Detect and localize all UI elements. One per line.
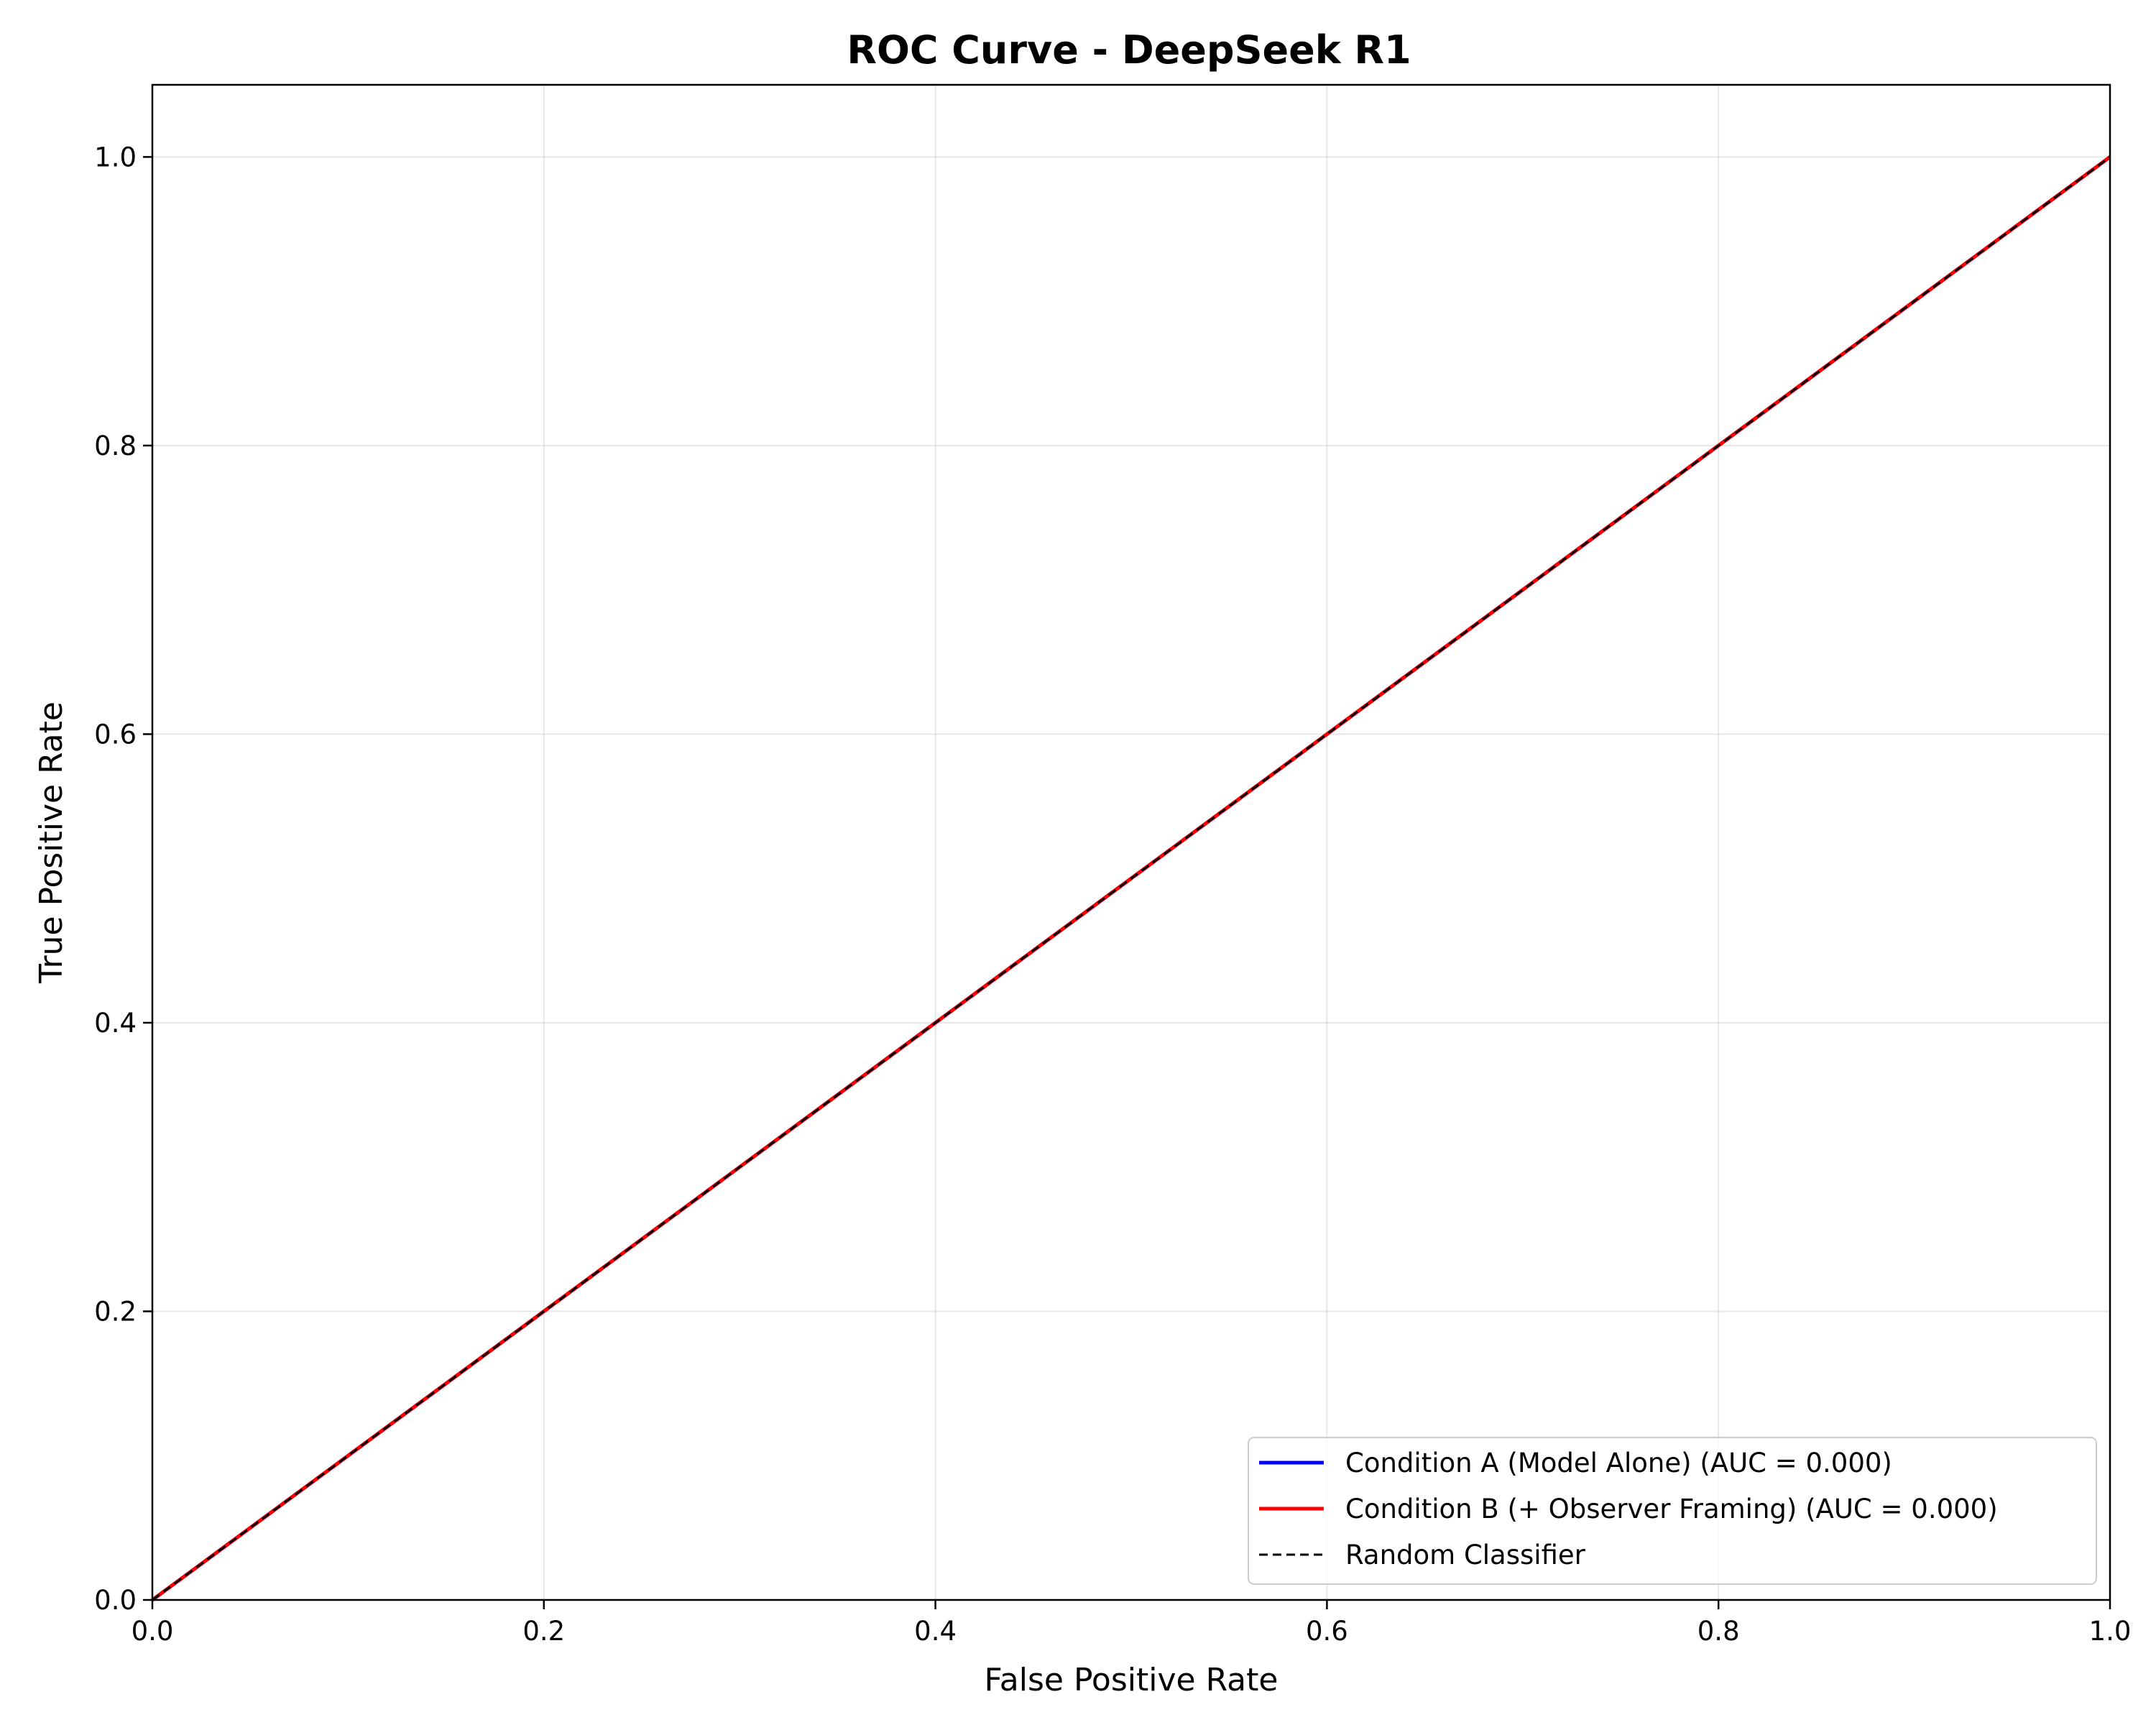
grid-layer (152, 85, 2111, 1601)
y-axis-label: True Positive Rate (33, 702, 70, 984)
y-tick-label: 0.4 (94, 1008, 137, 1039)
legend-items: Condition A (Model Alone) (AUC = 0.000) C… (1259, 1448, 1998, 1570)
chart-title: ROC Curve - DeepSeek R1 (847, 27, 1411, 73)
series-layer (151, 155, 2111, 1602)
x-tick-label: 0.2 (522, 1616, 565, 1647)
legend-label-2: Random Classifier (1345, 1540, 1586, 1570)
legend-box (1248, 1437, 2097, 1585)
plot-frame (151, 83, 2111, 1601)
x-tick-label: 1.0 (2089, 1616, 2132, 1647)
x-tick-label: 0.6 (1306, 1616, 1348, 1647)
legend-label-0: Condition A (Model Alone) (AUC = 0.000) (1345, 1448, 1892, 1478)
x-axis-label: False Positive Rate (985, 1662, 1279, 1698)
y-tick-label: 0.2 (94, 1296, 137, 1327)
tick-layer: 0.0 0.2 0.4 0.6 0.8 1.0 0.0 0.2 0.4 0.6 0.8 1.0 (94, 142, 2131, 1647)
series-line-2 (152, 156, 2111, 1601)
x-tick-label: 0.4 (914, 1616, 957, 1647)
x-tick-label: 0.0 (132, 1616, 174, 1647)
y-tick-label: 0.8 (94, 431, 137, 461)
y-tick-label: 0.6 (94, 719, 137, 750)
y-tick-label: 0.0 (94, 1585, 137, 1616)
y-tick-label: 1.0 (94, 142, 137, 172)
legend: Condition A (Model Alone) (AUC = 0.000) C… (1248, 1437, 2097, 1585)
legend-label-1: Condition B (+ Observer Framing) (AUC = … (1345, 1494, 1998, 1524)
x-tick-label: 0.8 (1697, 1616, 1740, 1647)
